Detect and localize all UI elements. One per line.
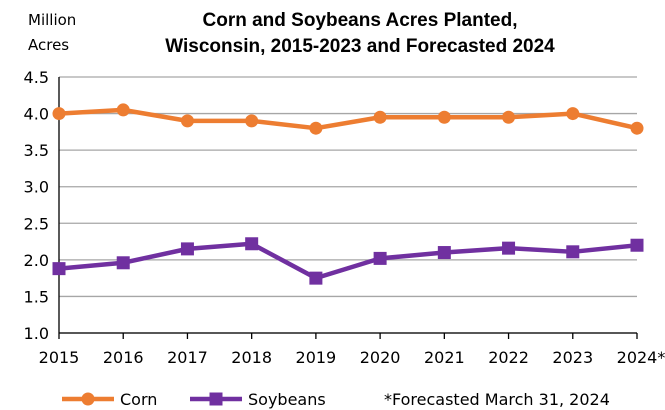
corn-point xyxy=(116,103,130,117)
soybeans-point xyxy=(566,245,580,259)
corn-point xyxy=(245,114,259,128)
corn-point xyxy=(309,121,323,135)
y-tick-label: 2.5 xyxy=(24,214,49,233)
y-tick-label: 1.5 xyxy=(24,287,49,306)
legend-marker-soybeans xyxy=(209,392,223,406)
soybeans-point xyxy=(630,238,644,252)
series-line-corn xyxy=(58,107,638,131)
soybeans-point xyxy=(52,262,66,276)
soybeans-point xyxy=(437,246,451,260)
y-tick-label: 3.5 xyxy=(24,141,49,160)
x-tick-label: 2015 xyxy=(39,348,80,367)
soybeans-point xyxy=(502,241,516,255)
soybeans-point xyxy=(180,242,194,256)
x-tick-label: 2016 xyxy=(103,348,144,367)
chart-title-line-2: Wisconsin, 2015-2023 and Forecasted 2024 xyxy=(165,36,555,57)
x-tick-label: 2022 xyxy=(488,348,529,367)
x-tick-label: 2024* xyxy=(617,348,665,367)
soybeans-point xyxy=(373,251,387,265)
legend: Corn Soybeans xyxy=(62,390,326,409)
y-tick-label: 1.0 xyxy=(24,324,49,343)
legend-label-soybeans: Soybeans xyxy=(248,390,326,409)
corn-point xyxy=(502,110,516,124)
x-tick-label: 2023 xyxy=(552,348,593,367)
corn-point xyxy=(180,114,194,128)
soybeans-point xyxy=(309,271,323,285)
soybeans-point xyxy=(245,237,259,251)
legend-label-corn: Corn xyxy=(120,390,157,409)
chart-title-line-1: Corn and Soybeans Acres Planted, xyxy=(203,10,518,31)
y-tick-label: 3.0 xyxy=(24,178,49,197)
y-tick-label: 4.5 xyxy=(24,68,49,87)
y-tick-label: 4.0 xyxy=(24,105,49,124)
x-tick-label: 2019 xyxy=(296,348,337,367)
x-tick-label: 2018 xyxy=(231,348,272,367)
footnote: *Forecasted March 31, 2024 xyxy=(384,390,610,409)
y-axis-unit-line-1: Million xyxy=(28,11,76,29)
legend-marker-corn xyxy=(81,392,95,406)
x-tick-label: 2020 xyxy=(360,348,401,367)
corn-point xyxy=(630,121,644,135)
series-line-soybeans xyxy=(58,241,638,281)
x-tick-label: 2021 xyxy=(424,348,465,367)
soybeans-point xyxy=(116,256,130,270)
y-axis-unit-line-2: Acres xyxy=(28,36,69,54)
corn-point xyxy=(373,110,387,124)
corn-point xyxy=(52,107,66,121)
corn-point xyxy=(437,110,451,124)
series xyxy=(52,103,644,285)
corn-point xyxy=(566,107,580,121)
x-tick-label: 2017 xyxy=(167,348,208,367)
axes: 1.0 1.5 2.0 2.5 3.0 3.5 4.0 4.5 2015 2016 2017 2018… xyxy=(24,68,665,367)
y-tick-label: 2.0 xyxy=(24,251,49,270)
